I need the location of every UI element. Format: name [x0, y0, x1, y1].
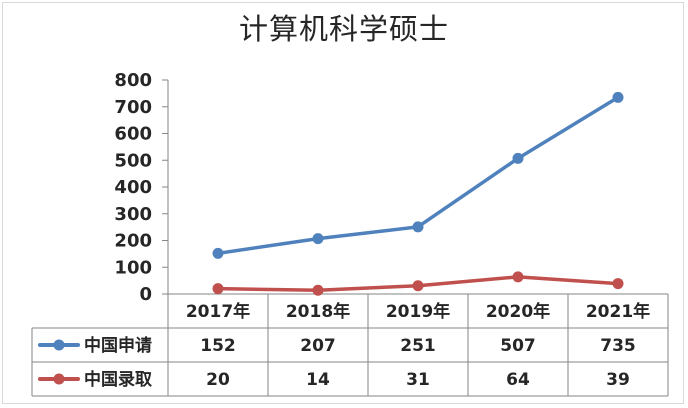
chart-title: 计算机科学硕士 — [238, 12, 449, 46]
table-cell-value: 207 — [300, 336, 336, 356]
y-tick-label: 200 — [114, 231, 152, 252]
data-point — [512, 152, 524, 164]
table-cell-value: 152 — [200, 336, 236, 356]
y-tick-label: 500 — [114, 150, 152, 171]
x-category-label: 2019年 — [386, 301, 450, 322]
y-tick-label: 0 — [139, 284, 152, 305]
table-cell-value: 31 — [406, 370, 430, 390]
x-category-label: 2017年 — [186, 301, 250, 322]
legend-label: 中国申请 — [84, 335, 152, 356]
legend-label: 中国录取 — [84, 369, 152, 390]
data-point — [312, 284, 324, 296]
table-cell-value: 735 — [600, 336, 636, 356]
table-cell-value: 14 — [306, 370, 330, 390]
data-point — [512, 271, 524, 283]
legend-marker-key — [53, 339, 65, 351]
data-point — [212, 283, 224, 295]
y-tick-label: 800 — [114, 70, 152, 91]
data-point — [412, 280, 424, 292]
y-tick-label: 700 — [114, 97, 152, 118]
y-tick-label: 100 — [114, 257, 152, 278]
data-point — [612, 91, 624, 103]
y-tick-label: 400 — [114, 177, 152, 198]
data-point — [212, 247, 224, 259]
x-category-label: 2021年 — [586, 301, 650, 322]
data-point — [612, 278, 624, 290]
data-point — [312, 233, 324, 245]
x-category-label: 2020年 — [486, 301, 550, 322]
x-category-label: 2018年 — [286, 301, 350, 322]
data-point — [412, 221, 424, 233]
y-tick-label: 600 — [114, 124, 152, 145]
table-cell-value: 507 — [500, 336, 536, 356]
table-cell-value: 251 — [400, 336, 436, 356]
table-cell-value: 20 — [206, 370, 230, 390]
table-cell-value: 39 — [606, 370, 630, 390]
y-tick-label: 300 — [114, 204, 152, 225]
legend-marker-key — [53, 373, 65, 385]
table-cell-value: 64 — [506, 370, 530, 390]
chart-frame — [2, 2, 684, 404]
